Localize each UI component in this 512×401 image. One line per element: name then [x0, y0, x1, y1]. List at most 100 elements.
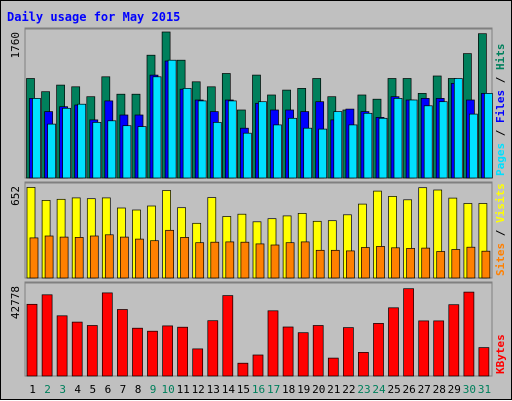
bar-kbytes-day-2 [41, 294, 53, 377]
bar-kbytes-day-15 [237, 362, 249, 377]
x-tick-label-day-9: 9 [150, 383, 157, 396]
bar-kbytes-day-21 [327, 357, 339, 377]
x-tick-label-day-8: 8 [135, 383, 142, 396]
bar-pages-day-3 [62, 107, 71, 179]
x-tick-label-day-13: 13 [207, 383, 220, 396]
x-tick-label-day-12: 12 [192, 383, 205, 396]
bar-kbytes-day-3 [56, 315, 68, 377]
bar-sites-day-3 [59, 236, 69, 279]
x-tick-label-day-25: 25 [387, 383, 400, 396]
bar-kbytes-day-8 [132, 327, 143, 377]
bar-kbytes-day-27 [418, 320, 430, 377]
x-tick-label-day-2: 2 [44, 383, 51, 396]
side-legend-part: / [494, 70, 507, 90]
bar-sites-day-30 [466, 246, 476, 279]
x-tick-label-day-15: 15 [237, 383, 250, 396]
bar-pages-day-23 [363, 112, 373, 179]
bar-sites-day-6 [104, 234, 114, 279]
bar-kbytes-day-28 [433, 320, 445, 377]
bar-sites-day-17 [270, 244, 280, 279]
bar-kbytes-day-20 [312, 325, 324, 377]
bar-kbytes-day-13 [207, 320, 219, 377]
bar-kbytes-day-18 [282, 326, 294, 377]
side-legend-part: Visits [494, 183, 507, 223]
bar-sites-day-25 [391, 247, 400, 279]
x-tick-label-day-21: 21 [327, 383, 340, 396]
bar-sites-day-23 [361, 247, 370, 279]
bar-sites-day-18 [285, 242, 295, 279]
x-tick-label-day-27: 27 [418, 383, 431, 396]
bar-pages-day-30 [469, 113, 478, 179]
bar-kbytes-day-10 [162, 325, 173, 377]
bar-pages-day-10 [167, 59, 177, 179]
x-tick-label-day-6: 6 [105, 383, 112, 396]
bar-kbytes-day-31 [478, 347, 490, 377]
bar-sites-day-12 [195, 242, 205, 279]
bar-sites-day-19 [300, 241, 310, 279]
bar-kbytes-day-19 [297, 332, 309, 377]
side-legend-hits-files-pages: Pages / Files / Hits [494, 44, 507, 177]
bar-pages-day-31 [484, 93, 493, 179]
bar-pages-day-26 [408, 99, 418, 179]
bar-pages-day-15 [243, 132, 252, 179]
bar-kbytes-day-5 [86, 325, 98, 377]
bar-kbytes-day-30 [463, 291, 475, 377]
side-legend-part: Files [494, 90, 507, 123]
y-max-label-hits-files-pages: 1760 [9, 32, 22, 59]
x-tick-label-day-30: 30 [463, 383, 476, 396]
bar-kbytes-day-9 [147, 330, 158, 377]
bar-pages-day-20 [318, 128, 328, 179]
x-tick-label-day-23: 23 [357, 383, 370, 396]
bar-pages-day-14 [227, 100, 237, 179]
bar-pages-day-16 [258, 101, 267, 179]
bar-pages-day-8 [137, 126, 147, 179]
x-tick-label-day-18: 18 [282, 383, 295, 396]
y-max-label-visits-sites: 652 [9, 186, 22, 206]
bar-pages-day-13 [212, 122, 222, 179]
y-max-label-kbytes: 42778 [9, 286, 22, 319]
bar-pages-day-9 [152, 76, 162, 179]
bar-sites-day-24 [376, 246, 385, 279]
bar-kbytes-day-25 [388, 307, 399, 377]
bar-kbytes-day-4 [71, 321, 83, 377]
bar-pages-day-29 [453, 78, 463, 179]
x-tick-label-day-14: 14 [222, 383, 236, 396]
bar-sites-day-4 [74, 237, 84, 279]
chart-title: Daily usage for May 2015 [7, 10, 180, 24]
x-tick-label-day-10: 10 [161, 383, 174, 396]
x-tick-label-day-26: 26 [402, 383, 415, 396]
x-tick-label-day-7: 7 [120, 383, 127, 396]
side-legend-part: Sites [494, 243, 507, 276]
bar-sites-day-27 [421, 247, 431, 279]
bar-pages-day-7 [122, 125, 132, 179]
bar-pages-day-27 [423, 105, 433, 179]
x-tick-label-day-24: 24 [372, 383, 386, 396]
x-tick-label-day-5: 5 [89, 383, 96, 396]
x-tick-label-day-28: 28 [433, 383, 446, 396]
bar-sites-day-28 [436, 251, 446, 279]
side-legend-visits-sites: Sites / Visits [494, 183, 507, 276]
x-tick-label-day-11: 11 [177, 383, 190, 396]
x-tick-label-day-4: 4 [74, 383, 81, 396]
bar-pages-day-28 [438, 101, 448, 179]
x-tick-label-day-31: 31 [478, 383, 491, 396]
bar-kbytes-day-12 [192, 348, 204, 377]
bar-kbytes-day-16 [252, 354, 264, 377]
bar-sites-day-26 [406, 248, 415, 279]
x-tick-label-day-29: 29 [448, 383, 461, 396]
x-tick-label-day-22: 22 [342, 383, 355, 396]
bar-sites-day-5 [89, 235, 99, 279]
bar-pages-day-12 [197, 100, 207, 179]
x-tick-label-day-19: 19 [297, 383, 310, 396]
bar-kbytes-day-24 [373, 323, 384, 377]
bar-kbytes-day-6 [101, 292, 113, 377]
bar-sites-day-9 [150, 240, 159, 279]
x-tick-label-day-16: 16 [252, 383, 265, 396]
bar-kbytes-day-14 [222, 295, 234, 377]
bar-pages-day-22 [348, 124, 358, 179]
bar-kbytes-day-7 [117, 309, 128, 377]
bar-sites-day-14 [225, 241, 235, 279]
bar-sites-day-11 [180, 237, 189, 279]
